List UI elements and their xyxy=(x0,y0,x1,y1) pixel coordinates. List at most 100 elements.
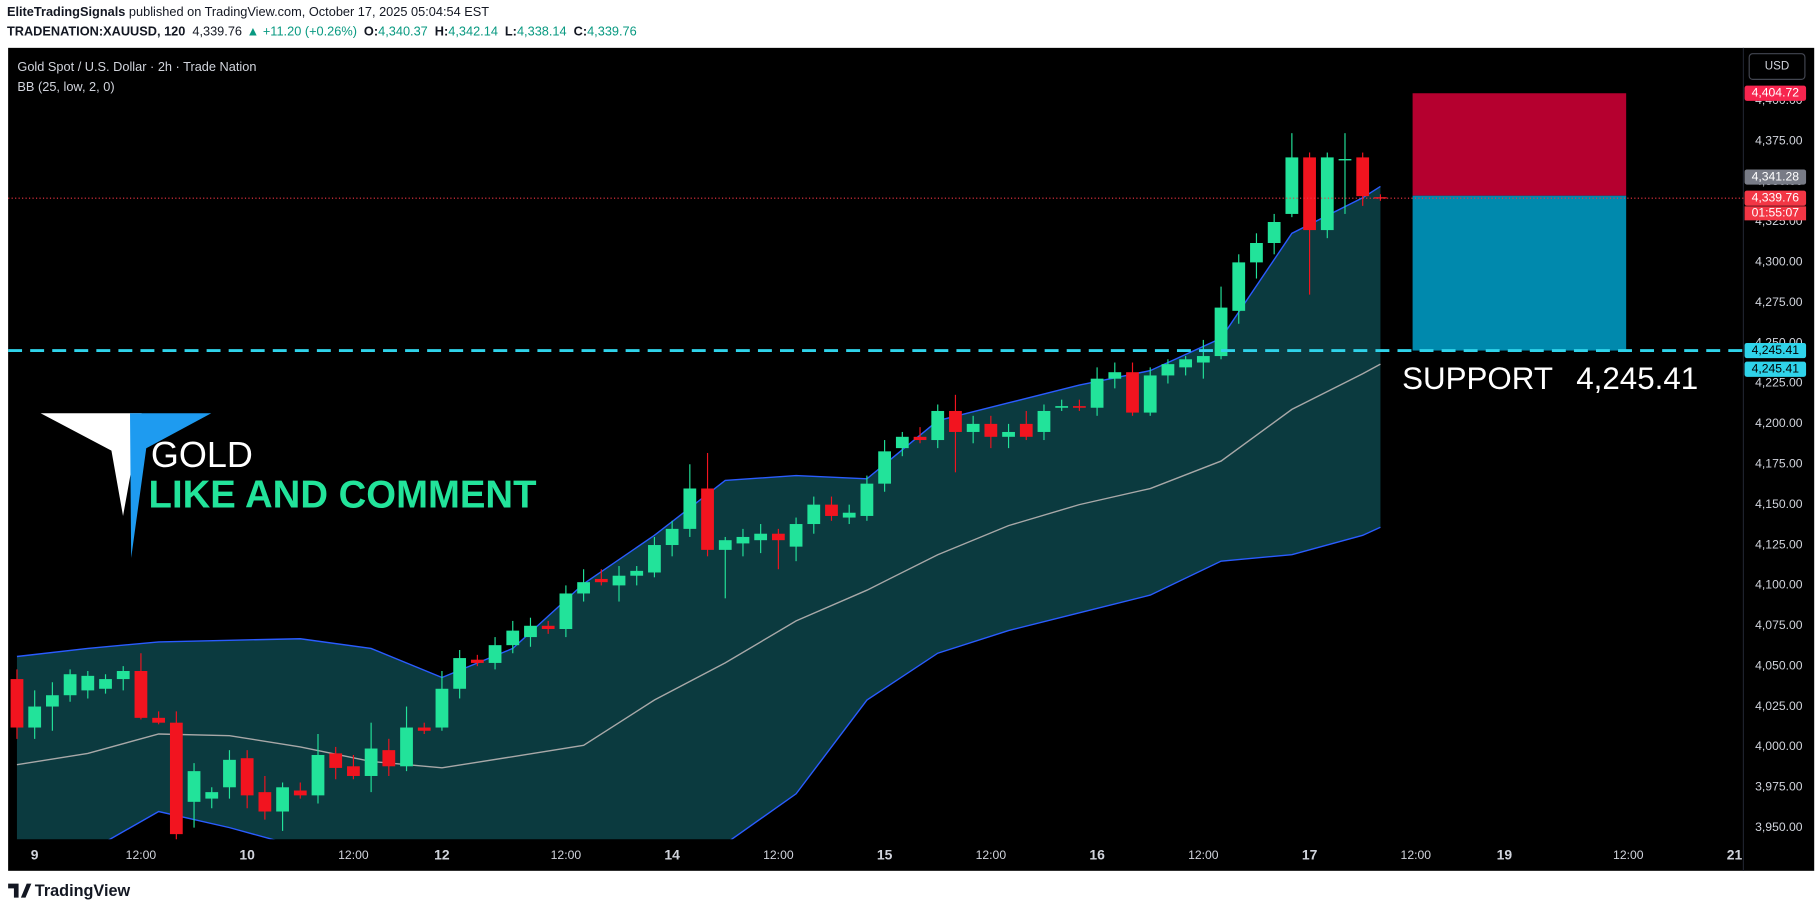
currency[interactable]: USD xyxy=(1765,60,1789,73)
footer-brand[interactable]: TradingView xyxy=(35,882,131,900)
symbol-line: TRADENATION:XAUUSD, 120 4,339.76 ▲ +11.20 … xyxy=(7,24,637,39)
change: ▲ +11.20 (+0.26%) xyxy=(247,24,357,39)
logo-blue xyxy=(130,413,212,558)
support-value: 4,245.41 xyxy=(1576,361,1698,396)
candle-body xyxy=(665,528,679,546)
y-tick-label: 4,300.00 xyxy=(1755,255,1803,269)
ohlc-value: 4,340.37 xyxy=(378,24,428,39)
stop-price-label-bg xyxy=(1744,361,1807,377)
author[interactable]: EliteTradingSignals xyxy=(7,4,125,19)
y-tick-label: 4,025.00 xyxy=(1755,699,1803,713)
candle-body xyxy=(683,488,697,529)
x-tick-label: 15 xyxy=(877,846,893,862)
x-tick-label: 17 xyxy=(1302,846,1318,862)
candle-body xyxy=(116,671,130,680)
candle-body xyxy=(612,575,626,586)
candle-body xyxy=(382,750,396,767)
x-tick-label: 16 xyxy=(1089,846,1105,862)
brand-title: GOLD xyxy=(151,434,253,475)
candle-body xyxy=(1126,372,1139,413)
publish-line: EliteTradingSignals published on Trading… xyxy=(7,4,489,19)
candle-body xyxy=(1090,378,1104,408)
support-price-label-bg xyxy=(1744,342,1807,359)
candle-body xyxy=(1055,406,1069,408)
candle-body xyxy=(364,748,378,776)
y-tick-label: 4,275.00 xyxy=(1755,295,1803,309)
candle-body xyxy=(1232,262,1246,311)
candle-body xyxy=(541,625,555,630)
candle-body xyxy=(1356,157,1370,197)
candle-body xyxy=(223,759,236,788)
countdown-bg xyxy=(1744,206,1807,221)
y-tick-label: 4,100.00 xyxy=(1755,578,1803,592)
x-tick-label: 10 xyxy=(239,846,255,862)
candle-body xyxy=(46,695,59,707)
x-tick-label: 14 xyxy=(664,846,680,862)
candle-body xyxy=(630,570,644,576)
symbol: TRADENATION:XAUUSD, 120 xyxy=(7,24,185,39)
candle-body xyxy=(400,727,413,767)
candle-body xyxy=(524,625,537,638)
x-tick-label: 12:00 xyxy=(1401,848,1432,862)
y-tick-label: 4,200.00 xyxy=(1755,416,1803,430)
candle-body xyxy=(718,540,732,550)
candle-body xyxy=(1267,222,1281,244)
candle-body xyxy=(276,787,289,812)
currency-button[interactable] xyxy=(1748,53,1806,80)
candle-body xyxy=(1073,406,1086,408)
candle-body xyxy=(1320,157,1334,231)
candle-body xyxy=(169,722,183,835)
candle-body xyxy=(1108,372,1122,379)
candle-body xyxy=(966,423,980,432)
brand-subtitle: LIKE AND COMMENT xyxy=(149,473,537,516)
candle-body xyxy=(435,688,449,728)
band-upper xyxy=(16,185,1381,679)
candle-body xyxy=(453,658,467,689)
candle-body xyxy=(1303,157,1316,231)
position-target-zone xyxy=(1412,93,1627,196)
candle-body xyxy=(1179,359,1193,368)
candle-body xyxy=(1002,431,1015,437)
x-tick-label: 12:00 xyxy=(551,848,582,862)
x-tick-label: 12 xyxy=(434,846,450,862)
candle-body xyxy=(1161,364,1175,376)
candle-body xyxy=(311,754,325,796)
candle-body xyxy=(1250,243,1263,263)
candle-body xyxy=(293,790,307,796)
x-tick-label: 12:00 xyxy=(338,848,369,862)
target-price-label-bg xyxy=(1744,85,1807,101)
candle-body xyxy=(648,545,661,573)
candle-body xyxy=(701,488,714,550)
support-text: SUPPORT xyxy=(1402,361,1553,396)
candle-body xyxy=(63,674,77,696)
candle-body xyxy=(878,451,891,484)
entry-price-label-bg xyxy=(1744,169,1807,185)
band-lower xyxy=(108,526,1381,840)
candles xyxy=(10,133,1387,840)
y-tick-label: 3,975.00 xyxy=(1755,780,1803,794)
candle-body xyxy=(81,675,95,691)
overlays: 3,950.00 3,975.00 4,000.00 4,025.00 4,050.00… xyxy=(8,85,1807,862)
candle-body xyxy=(842,512,856,518)
x-tick-label: 9 xyxy=(31,846,39,862)
chart-title: Gold Spot / U.S. Dollar · 2h · Trade Nat… xyxy=(17,59,256,74)
candle-body xyxy=(329,753,343,768)
candle-body xyxy=(1214,307,1228,357)
candle-body xyxy=(771,533,785,541)
y-tick-label: 4,375.00 xyxy=(1755,133,1803,147)
ohlc-label: H: xyxy=(435,24,448,39)
candle-body xyxy=(187,771,201,802)
ohlc-label: C: xyxy=(574,24,587,39)
y-tick-label: 4,050.00 xyxy=(1755,658,1803,672)
candle-body xyxy=(807,504,821,525)
footer-logo-icon xyxy=(8,883,32,898)
ohlc-label: O: xyxy=(364,24,378,39)
x-tick-label: 12:00 xyxy=(763,848,794,862)
candle-body xyxy=(559,593,573,630)
candle-body xyxy=(1285,157,1299,214)
x-tick-label: 12:00 xyxy=(1613,848,1644,862)
candle-body xyxy=(28,706,42,728)
last-price: 4,339.76 xyxy=(192,24,242,39)
candle-body xyxy=(205,792,219,799)
